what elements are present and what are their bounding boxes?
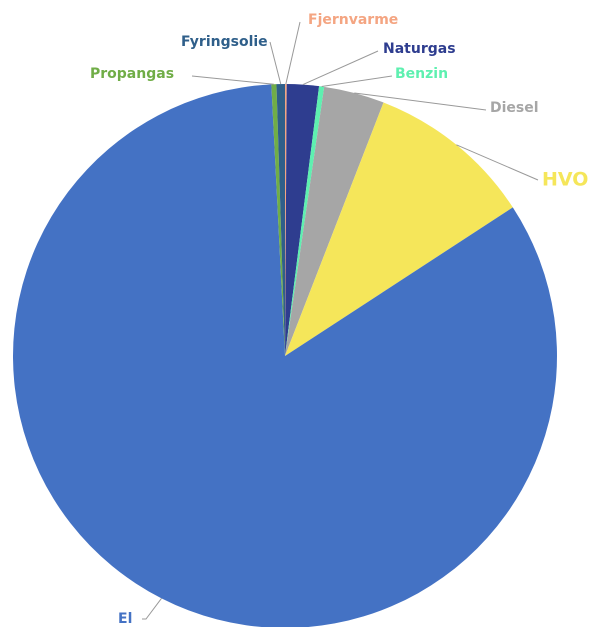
leader-line xyxy=(142,598,162,620)
leader-line xyxy=(321,75,393,87)
slice-label: El xyxy=(118,611,132,627)
slice-label: Fyringsolie xyxy=(181,34,268,50)
pie-slice xyxy=(285,102,513,356)
slice-label: Fjernvarme xyxy=(308,12,398,28)
slice-label: Naturgas xyxy=(383,41,456,57)
leader-line xyxy=(269,41,282,85)
pie-slice xyxy=(285,84,287,356)
pie-slice xyxy=(271,84,285,356)
pie-slice xyxy=(285,86,384,356)
slice-label: Propangas xyxy=(90,66,174,82)
leader-line xyxy=(285,21,301,85)
pie-slice xyxy=(13,84,557,627)
leader-line xyxy=(191,75,274,85)
pie-slice xyxy=(276,84,285,356)
leader-line xyxy=(302,50,379,86)
slice-label: Diesel xyxy=(490,100,539,116)
leader-line xyxy=(456,144,539,181)
slice-label: Benzin xyxy=(395,66,448,82)
pie-slice xyxy=(285,86,325,356)
slice-label: HVO xyxy=(542,169,588,191)
leader-line xyxy=(354,92,487,111)
pie-slice xyxy=(285,84,320,356)
